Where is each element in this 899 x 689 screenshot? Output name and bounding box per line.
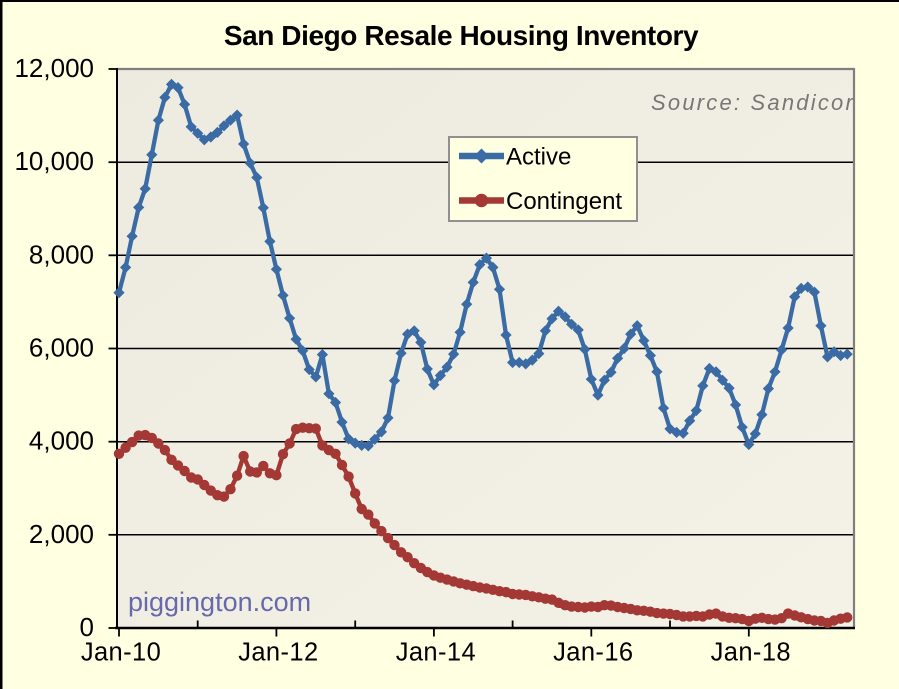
svg-text:2,000: 2,000	[29, 519, 94, 549]
svg-text:San Diego Resale Housing Inven: San Diego Resale Housing Inventory	[224, 20, 699, 51]
svg-text:Jan-18: Jan-18	[711, 639, 791, 667]
svg-text:0: 0	[80, 612, 94, 642]
svg-text:8,000: 8,000	[29, 239, 94, 269]
svg-text:Active: Active	[506, 144, 571, 171]
svg-text:Jan-14: Jan-14	[396, 639, 476, 667]
svg-text:12,000: 12,000	[14, 53, 94, 83]
svg-text:Source: Sandicor: Source: Sandicor	[651, 90, 855, 115]
svg-text:piggington.com: piggington.com	[128, 587, 311, 617]
svg-text:Jan-10: Jan-10	[81, 639, 161, 667]
svg-text:Jan-12: Jan-12	[238, 639, 318, 667]
svg-text:Jan-16: Jan-16	[553, 639, 633, 667]
svg-text:4,000: 4,000	[29, 426, 94, 456]
svg-text:Contingent: Contingent	[506, 188, 622, 215]
svg-text:10,000: 10,000	[14, 146, 94, 176]
svg-text:6,000: 6,000	[29, 333, 94, 363]
